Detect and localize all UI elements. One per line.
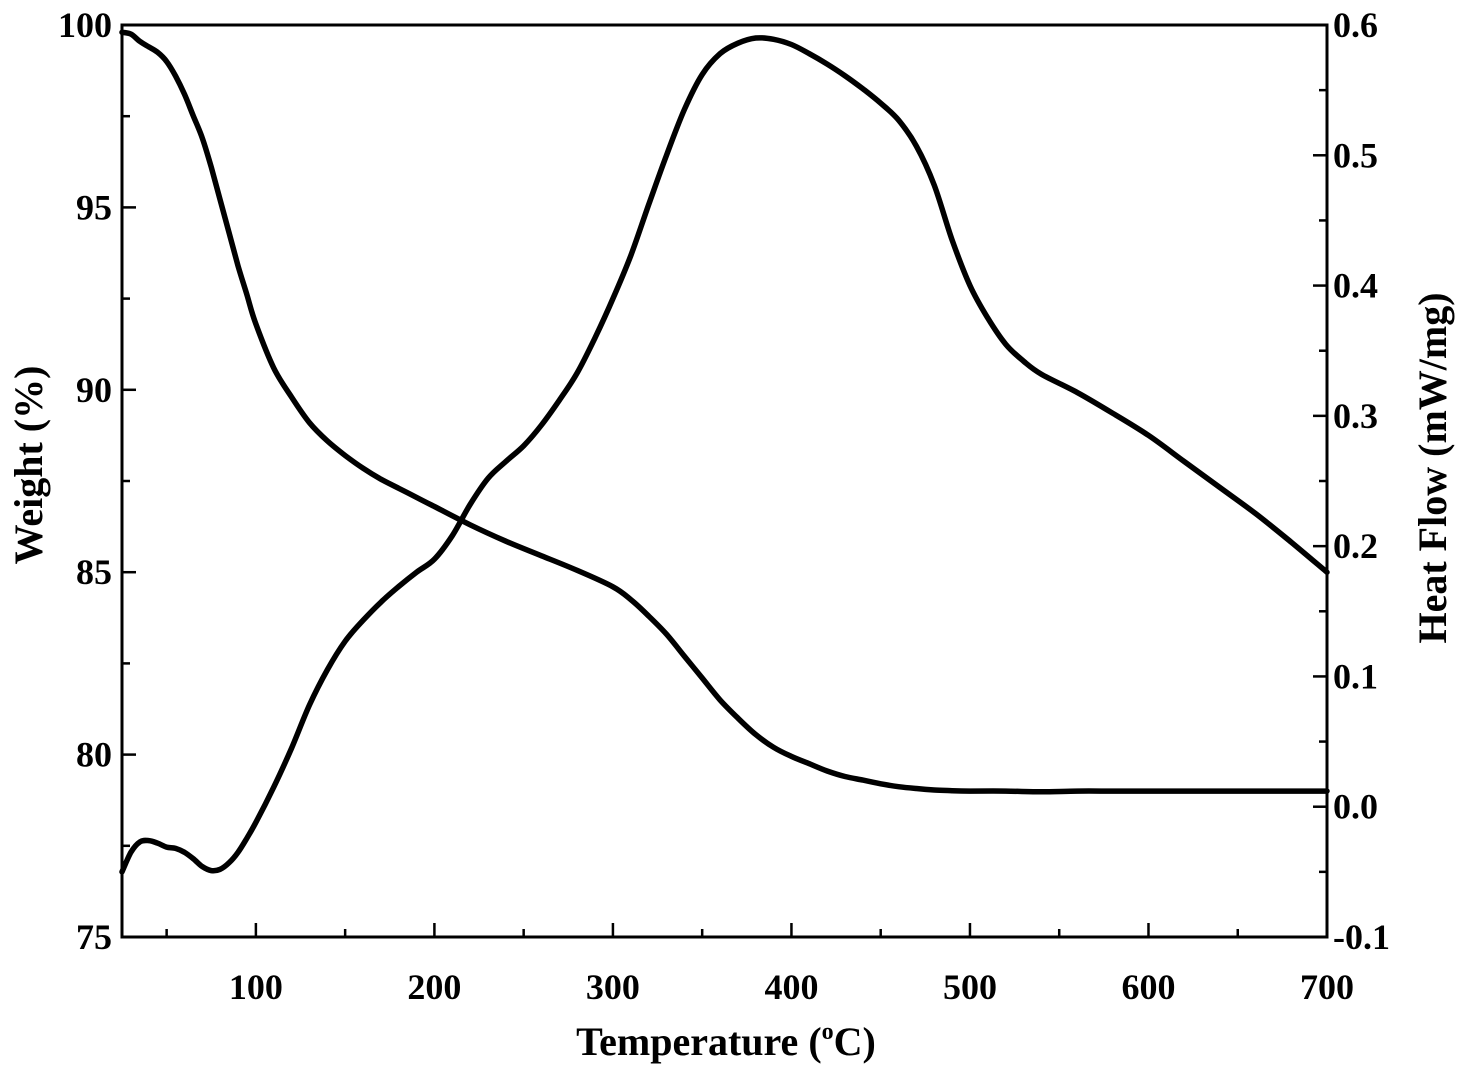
y-right-tick-label: 0.1 xyxy=(1333,656,1378,696)
axis-ticks xyxy=(122,25,1327,937)
x-tick-label: 500 xyxy=(943,967,997,1007)
y-axis-right-title: Heat Flow (mW/mg) xyxy=(1410,292,1455,643)
x-tick-label: 400 xyxy=(764,967,818,1007)
y-right-tick-label: 0.3 xyxy=(1333,396,1378,436)
y-left-tick-label: 95 xyxy=(76,187,112,227)
y-right-tick-label: -0.1 xyxy=(1333,917,1390,957)
x-tick-label: 700 xyxy=(1300,967,1354,1007)
x-tick-label: 200 xyxy=(407,967,461,1007)
x-tick-label: 100 xyxy=(229,967,283,1007)
x-axis-title: Temperature (oC) xyxy=(576,1019,876,1064)
y-left-tick-label: 85 xyxy=(76,552,112,592)
plot-frame xyxy=(122,25,1327,937)
y-right-tick-label: 0.5 xyxy=(1333,135,1378,175)
y-right-tick-label: 0.6 xyxy=(1333,5,1378,45)
y-right-tick-label: 0.0 xyxy=(1333,787,1378,827)
tga-dsc-chart: 100 200 300 400 500 600 700 75 80 85 90 95 100 -0.1 0.… xyxy=(0,0,1466,1072)
heat-flow-curve xyxy=(122,38,1327,872)
y-left-tick-label: 100 xyxy=(58,5,112,45)
weight-curve xyxy=(122,32,1327,792)
y-left-tick-label: 90 xyxy=(76,370,112,410)
x-tick-label: 300 xyxy=(586,967,640,1007)
axis-tick-labels: 100 200 300 400 500 600 700 75 80 85 90 95 100 -0.1 0.… xyxy=(58,5,1390,1007)
y-left-tick-label: 80 xyxy=(76,735,112,775)
y-right-tick-label: 0.2 xyxy=(1333,526,1378,566)
x-tick-label: 600 xyxy=(1121,967,1175,1007)
y-axis-left-title: Weight (%) xyxy=(6,366,51,565)
data-curves xyxy=(122,32,1327,872)
y-right-tick-label: 0.4 xyxy=(1333,266,1378,306)
y-left-tick-label: 75 xyxy=(76,917,112,957)
